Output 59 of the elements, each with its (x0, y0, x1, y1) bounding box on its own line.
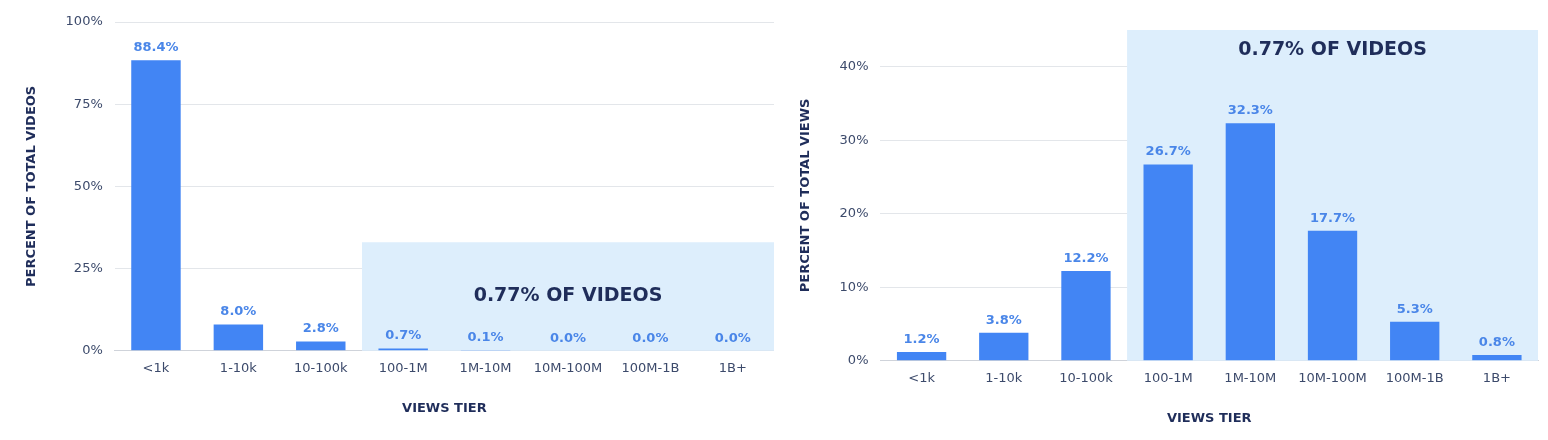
x-tick-label: 100-1M (378, 359, 428, 375)
y-tick-label: 75% (73, 95, 103, 111)
y-tick-label: 100% (65, 13, 103, 29)
y-tick-label: 25% (73, 259, 103, 275)
x-tick-label: 10-100k (293, 359, 349, 375)
x-tick-label: 1B+ (718, 359, 747, 375)
band-label: 0.77% OF VIDEOS (1238, 36, 1427, 59)
bar (1225, 123, 1275, 361)
x-tick-label: 100-1M (1143, 369, 1193, 385)
data-label: 5.3% (1396, 300, 1433, 316)
bar (1390, 321, 1440, 361)
x-axis-title: VIEWS TIER (402, 399, 487, 415)
y-tick-label: 0% (847, 352, 869, 368)
x-tick-label: <1k (142, 359, 170, 375)
data-label: 0.7% (385, 327, 422, 343)
y-axis-title: PERCENT OF TOTAL VIEWS (797, 98, 813, 293)
x-tick-label: 10M-100M (1298, 369, 1367, 385)
x-tick-label: 100M-1B (1385, 369, 1444, 385)
y-axis-title: PERCENT OF TOTAL VIDEOS (23, 85, 39, 287)
bar (213, 324, 264, 351)
x-tick-label: 10M-100M (533, 359, 603, 375)
bar (1143, 164, 1193, 361)
data-label: 3.8% (985, 311, 1022, 327)
data-label: 0.0% (632, 329, 669, 345)
band-label: 0.77% OF VIDEOS (473, 283, 663, 306)
bar (296, 341, 346, 351)
data-label: 0.0% (549, 329, 587, 345)
x-tick-label: 1B+ (1482, 369, 1511, 385)
data-label: 0.8% (1478, 333, 1515, 349)
x-tick-label: 1M-10M (459, 359, 512, 375)
bar (896, 351, 947, 361)
data-label: 0.0% (714, 329, 751, 345)
y-tick-label: 30% (839, 131, 869, 147)
y-tick-label: 20% (839, 205, 869, 221)
bar (979, 332, 1029, 361)
data-label: 2.8% (302, 320, 339, 336)
x-axis-title: VIEWS TIER (1166, 409, 1252, 425)
data-label: 1.2% (903, 330, 940, 346)
y-tick-label: 40% (839, 58, 869, 74)
data-label: 12.2% (1063, 249, 1109, 265)
y-tick-label: 10% (839, 278, 869, 294)
x-tick-label: 1-10k (219, 359, 258, 375)
data-label: 8.0% (220, 303, 257, 319)
data-label: 0.1% (467, 329, 504, 345)
bar (131, 60, 181, 351)
data-label: 17.7% (1309, 209, 1356, 225)
x-tick-label: <1k (908, 369, 936, 385)
y-tick-label: 50% (73, 177, 103, 193)
data-label: 88.4% (133, 39, 179, 55)
x-tick-label: 10-100k (1059, 369, 1114, 385)
y-tick-label: 0% (82, 342, 103, 358)
data-label: 32.3% (1227, 102, 1273, 118)
x-tick-label: 1-10k (985, 369, 1023, 385)
x-tick-label: 100M-1B (621, 359, 680, 375)
bar (1061, 271, 1111, 361)
data-label: 26.7% (1145, 143, 1191, 159)
bar (1307, 230, 1358, 361)
bar (1472, 354, 1522, 361)
x-tick-label: 1M-10M (1224, 369, 1277, 385)
